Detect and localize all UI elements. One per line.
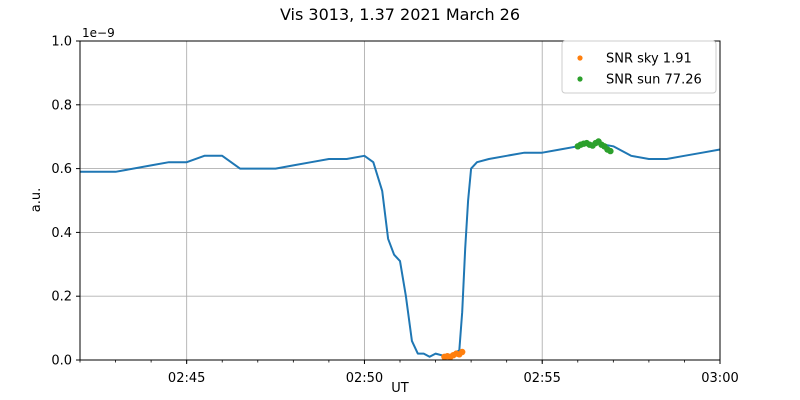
- legend-marker-sky: [577, 55, 583, 61]
- chart-title: Vis 3013, 1.37 2021 March 26: [280, 5, 520, 24]
- x-tick-label: 02:50: [346, 371, 383, 386]
- legend-marker-sun: [577, 76, 583, 82]
- y-tick-label: 1.0: [51, 35, 72, 50]
- legend-label-sky: SNR sky 1.91: [606, 52, 692, 67]
- axes: 02:45 02:50 02:55 03:00 0.0 0.2 0.4 0.6 0.8 1.0: [51, 35, 738, 387]
- y-multiplier: 1e−9: [82, 26, 115, 40]
- x-axis-label: UT: [391, 381, 409, 396]
- y-tick-label: 0.2: [51, 290, 72, 305]
- legend: SNR sky 1.91 SNR sun 77.26: [561, 40, 717, 94]
- y-tick-label: 0.6: [51, 162, 72, 177]
- legend-box: [561, 40, 717, 94]
- data-layer: [80, 138, 721, 360]
- x-tick-label: 02:55: [523, 371, 560, 386]
- y-tick-label: 0.8: [51, 98, 72, 113]
- legend-label-sun: SNR sun 77.26: [606, 73, 702, 88]
- y-axis-label: a.u.: [29, 188, 44, 212]
- y-tick-label: 0.4: [51, 226, 72, 241]
- x-tick-label: 02:45: [168, 371, 205, 386]
- y-tick-label: 0.0: [51, 354, 72, 369]
- scatter-point: [459, 348, 466, 356]
- x-tick-label: 03:00: [701, 371, 738, 386]
- scatter-point: [607, 147, 614, 155]
